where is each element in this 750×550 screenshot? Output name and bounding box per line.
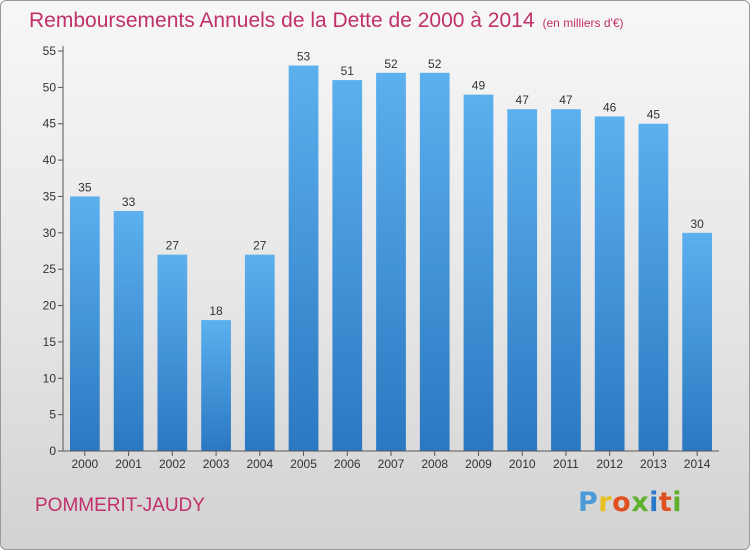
x-tick-label-2004: 2004 — [246, 457, 273, 471]
chart-unit: (en milliers d'€) — [542, 16, 624, 30]
x-tick-label-2013: 2013 — [640, 457, 667, 471]
value-label-2006: 51 — [341, 64, 355, 78]
logo-letter: i — [672, 487, 683, 518]
bar-2011 — [551, 109, 581, 451]
y-tick-label-40: 40 — [43, 153, 57, 167]
x-tick-label-2005: 2005 — [290, 457, 317, 471]
y-tick-label-45: 45 — [43, 117, 57, 131]
y-tick-label-10: 10 — [43, 371, 57, 385]
logo-letter: i — [649, 487, 659, 518]
commune-name: POMMERIT-JAUDY — [35, 495, 205, 516]
value-label-2013: 45 — [647, 108, 661, 122]
value-label-2003: 18 — [209, 304, 223, 318]
x-tick-label-2006: 2006 — [334, 457, 361, 471]
logo-letter: r — [598, 487, 613, 518]
x-tick-label-2011: 2011 — [553, 457, 579, 471]
bar-2013 — [638, 123, 669, 452]
bar-2009 — [463, 94, 494, 452]
bar-2002 — [157, 254, 188, 451]
value-label-2014: 30 — [690, 217, 704, 231]
logo-letter: t — [658, 487, 673, 518]
bar-2005 — [288, 65, 319, 451]
y-tick-label-20: 20 — [43, 299, 57, 313]
x-tick-label-2012: 2012 — [596, 457, 623, 471]
value-label-2000: 35 — [78, 180, 92, 194]
y-tick-label-25: 25 — [43, 262, 57, 276]
bar-2001 — [113, 211, 144, 451]
chart-title-text: Remboursements Annuels de la Dette de 20… — [29, 9, 535, 32]
value-label-2001: 33 — [122, 195, 136, 209]
y-tick-label-0: 0 — [49, 444, 56, 458]
x-tick-label-2002: 2002 — [159, 457, 186, 471]
value-label-2010: 47 — [516, 93, 530, 107]
bar-2000 — [69, 196, 100, 451]
bar-2007 — [376, 72, 406, 452]
value-label-2008: 52 — [428, 57, 442, 71]
x-tick-label-2000: 2000 — [72, 457, 99, 471]
chart-title: Remboursements Annuels de la Dette de 20… — [29, 9, 624, 33]
y-tick-label-35: 35 — [43, 189, 57, 203]
bar-2004 — [244, 254, 275, 451]
x-tick-label-2008: 2008 — [421, 457, 448, 471]
y-tick-label-55: 55 — [43, 44, 57, 58]
x-tick-label-2007: 2007 — [378, 457, 405, 471]
logo-letter: P — [578, 487, 599, 518]
value-label-2012: 46 — [603, 100, 617, 114]
x-tick-label-2003: 2003 — [203, 457, 230, 471]
bar-2010 — [507, 109, 538, 451]
x-tick-label-2001: 2001 — [115, 457, 142, 471]
y-tick-label-15: 15 — [43, 335, 57, 349]
value-label-2009: 49 — [472, 79, 486, 93]
value-label-2011: 47 — [559, 93, 573, 107]
logo-letter: x — [631, 487, 650, 518]
value-label-2002: 27 — [166, 239, 180, 253]
bar-2012 — [594, 116, 625, 452]
value-label-2005: 53 — [297, 50, 311, 64]
bars-group: 35 33 27 18 27 53 51 52 52 49 47 47 46 45 30 — [69, 50, 713, 452]
bar-2003 — [201, 320, 231, 451]
bar-2014 — [682, 232, 713, 451]
logo-letter: o — [612, 487, 632, 518]
proxiti-logo: Proxiti — [578, 487, 682, 518]
bar-2008 — [419, 72, 450, 452]
value-label-2004: 27 — [253, 239, 267, 253]
y-tick-label-5: 5 — [49, 408, 56, 422]
y-tick-label-50: 50 — [43, 80, 57, 94]
x-tick-label-2014: 2014 — [684, 457, 711, 471]
y-tick-label-30: 30 — [43, 226, 57, 240]
x-tick-label-2009: 2009 — [465, 457, 492, 471]
axes-group: 2000 2001 2002 2003 2004 2005 2006 2007 2008 2009… — [43, 44, 719, 471]
x-tick-label-2010: 2010 — [509, 457, 536, 471]
value-label-2007: 52 — [384, 57, 398, 71]
bar-2006 — [332, 80, 363, 451]
